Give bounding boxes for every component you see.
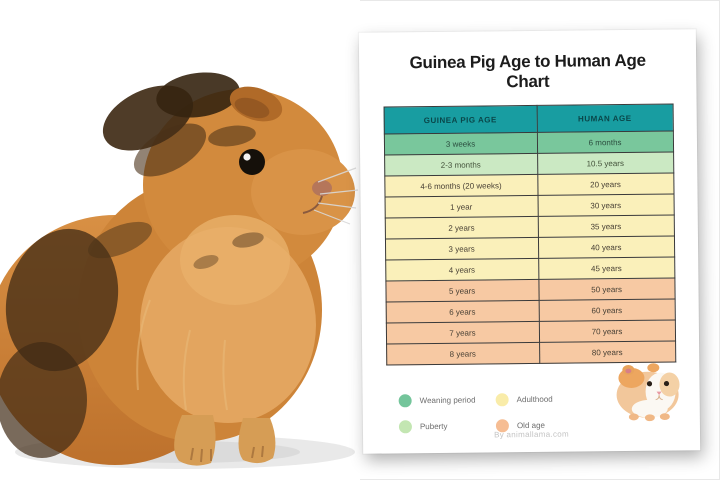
table-row: 1 year 30 years [384, 194, 674, 219]
legend-label: Adulthood [516, 394, 553, 405]
human-age-cell: 20 years [537, 173, 674, 196]
table-row: 6 years 60 years [385, 299, 675, 324]
guinea-pig-age-cell: 4-6 months (20 weeks) [384, 174, 538, 198]
guinea-pig-age-cell: 7 years [385, 321, 540, 345]
table-row: 4 years 45 years [385, 257, 675, 282]
human-age-cell: 70 years [538, 320, 676, 343]
age-table: GUINEA PIG AGE HUMAN AGE 3 weeks 6 month… [383, 104, 676, 366]
table-row: 3 weeks 6 months [383, 131, 674, 156]
table-row: 2 years 35 years [384, 215, 674, 240]
col-header-guinea-pig-age: GUINEA PIG AGE [383, 105, 538, 135]
guinea-pig-age-cell: 5 years [385, 279, 539, 303]
guinea-pig-age-cell: 3 weeks [383, 132, 538, 156]
guinea-pig-photo-art [0, 0, 360, 480]
table-row: 5 years 50 years [385, 278, 675, 303]
human-age-cell: 45 years [538, 257, 675, 280]
human-age-cell: 60 years [538, 299, 675, 322]
col-header-human-age: HUMAN AGE [536, 104, 673, 133]
guinea-pig-age-cell: 2-3 months [384, 153, 538, 177]
guinea-pig-cartoon-icon [616, 363, 680, 422]
adulthood-color-dot-icon [495, 393, 509, 407]
table-header-row: GUINEA PIG AGE HUMAN AGE [383, 104, 673, 135]
guinea-pig-age-cell: 3 years [384, 237, 539, 261]
guinea-pig-photo [0, 0, 360, 480]
legend: Weaning period Adulthood Puberty Old age [398, 392, 579, 434]
human-age-cell: 10.5 years [537, 152, 674, 175]
legend-item-weaning: Weaning period [398, 394, 482, 408]
age-chart-card: Guinea Pig Age to Human Age Chart GUINEA… [358, 29, 701, 454]
guinea-pig-age-cell: 2 years [384, 216, 539, 240]
weaning-color-dot-icon [398, 394, 412, 408]
human-age-cell: 30 years [537, 194, 674, 217]
chart-title: Guinea Pig Age to Human Age Chart [409, 50, 646, 92]
table-row: 7 years 70 years [385, 320, 676, 345]
legend-label: Weaning period [419, 395, 476, 406]
guinea-pig-age-cell: 6 years [385, 300, 539, 324]
table-row: 3 years 40 years [384, 236, 675, 261]
table-row: 4-6 months (20 weeks) 20 years [384, 173, 674, 198]
legend-label: Puberty [419, 421, 448, 432]
guinea-pig-age-cell: 1 year [384, 195, 538, 219]
table-row: 2-3 months 10.5 years [384, 152, 674, 177]
guinea-pig-age-cell: 4 years [385, 258, 539, 282]
human-age-cell: 40 years [538, 236, 675, 259]
legend-item-adulthood: Adulthood [495, 392, 579, 407]
legend-label: Old age [516, 420, 546, 431]
guinea-pig-age-cell: 8 years [386, 342, 540, 366]
human-age-cell: 50 years [538, 278, 675, 301]
human-age-cell: 6 months [537, 131, 674, 154]
human-age-cell: 35 years [537, 215, 674, 238]
